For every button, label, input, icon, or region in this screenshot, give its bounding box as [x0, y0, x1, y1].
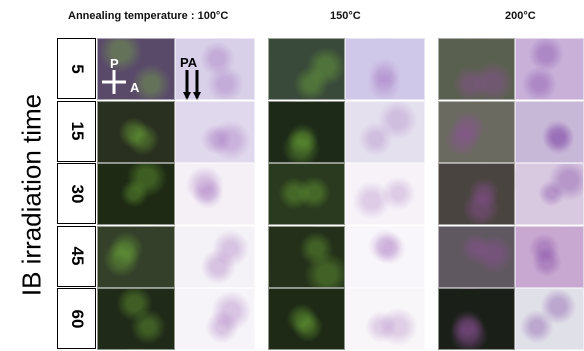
row-label: 15 — [67, 122, 87, 141]
micrograph — [268, 38, 345, 100]
micrograph — [345, 226, 425, 288]
micrograph — [345, 101, 425, 163]
row-label-box: 5 — [57, 38, 96, 99]
micrograph — [268, 163, 345, 225]
micrograph — [515, 288, 584, 350]
micrograph — [175, 288, 255, 350]
micrograph — [515, 163, 584, 225]
row-label-box: 60 — [57, 288, 96, 349]
micrograph — [438, 38, 515, 100]
micrograph — [515, 38, 584, 100]
y-axis-label: IB irradiation time — [17, 94, 48, 296]
cross-polarizer-icon — [100, 68, 128, 96]
analyzer-label: A — [130, 80, 139, 95]
parallel-polarizer-label: PA — [180, 55, 197, 70]
row-label: 30 — [67, 184, 87, 203]
row-label: 45 — [67, 247, 87, 266]
micrograph — [345, 163, 425, 225]
micrograph — [345, 288, 425, 350]
row-label: 5 — [67, 64, 87, 73]
parallel-polarizer-icon — [181, 70, 205, 100]
micrograph — [438, 163, 515, 225]
micrograph — [268, 288, 345, 350]
micrograph — [268, 226, 345, 288]
micrograph — [515, 226, 584, 288]
micrograph — [175, 101, 255, 163]
micrograph — [97, 101, 175, 163]
micrograph — [97, 163, 175, 225]
micrograph — [438, 226, 515, 288]
micrograph — [175, 226, 255, 288]
column-header: 200°C — [505, 10, 536, 22]
row-label-box: 15 — [57, 101, 96, 162]
row-label-box: 30 — [57, 163, 96, 224]
figure: {"header": {"temperatures": ["Annealing … — [0, 0, 584, 351]
row-label: 60 — [67, 309, 87, 328]
column-header: 150°C — [330, 10, 361, 22]
micrograph — [345, 38, 425, 100]
row-label-box: 45 — [57, 226, 96, 287]
micrograph — [97, 226, 175, 288]
micrograph — [268, 101, 345, 163]
micrograph — [438, 288, 515, 350]
micrograph — [97, 288, 175, 350]
micrograph — [438, 101, 515, 163]
micrograph — [175, 163, 255, 225]
micrograph — [515, 101, 584, 163]
column-header: Annealing temperature : 100°C — [68, 10, 228, 22]
